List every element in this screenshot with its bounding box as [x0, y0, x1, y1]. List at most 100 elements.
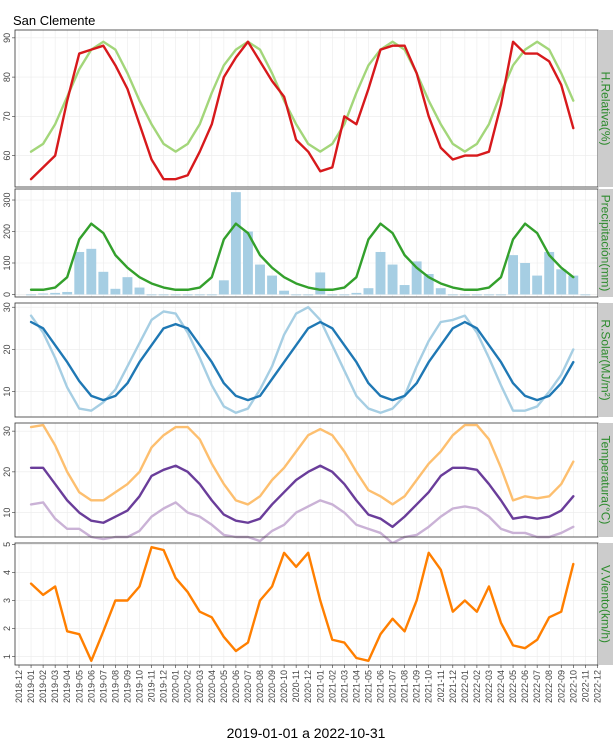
x-tick-label: 2022-09: [556, 670, 566, 703]
bar: [279, 290, 290, 295]
bar: [315, 272, 326, 295]
series-line: [29, 40, 575, 153]
bar: [303, 294, 314, 296]
bar: [544, 251, 555, 295]
x-tick-label: 2019-08: [110, 670, 120, 703]
bar: [182, 294, 193, 296]
figure-title: San Clemente: [13, 13, 95, 28]
x-tick-label: 2020-04: [207, 670, 217, 703]
bar: [327, 294, 338, 296]
x-tick-label: 2020-11: [291, 670, 301, 702]
facet-strip: [598, 189, 613, 297]
y-tick-label: 2: [2, 626, 12, 631]
x-tick-label: 2021-10: [424, 670, 434, 703]
facet-strip: [598, 543, 613, 665]
facet-strip: [598, 30, 613, 187]
bar: [399, 285, 410, 295]
chart-panels: 60 70 80 90 H.Relativa(%) 0 100 200 300 Precipita…: [2, 29, 613, 666]
x-tick-label: 2019-05: [74, 670, 84, 703]
y-tick-label: 100: [2, 255, 12, 270]
x-tick-label: 2021-01: [315, 670, 325, 703]
x-tick-label: 2022-08: [544, 670, 554, 703]
x-tick-label: 2022-07: [532, 670, 542, 703]
bar: [339, 294, 350, 296]
x-tick-label: 2019-01: [26, 670, 36, 703]
bar: [26, 294, 36, 296]
x-tick-label: 2019-12: [159, 670, 169, 703]
bar: [86, 248, 97, 295]
bar: [170, 294, 181, 296]
bar: [556, 269, 567, 295]
panel-1: 60 70 80 90 H.Relativa(%): [2, 29, 613, 188]
bar: [206, 294, 217, 296]
bar: [532, 275, 543, 295]
bar: [146, 294, 157, 296]
panel-background: [15, 543, 598, 665]
series-line: [29, 464, 575, 529]
panel-3: 10 20 30 R.Solar(MJ/m²): [2, 302, 613, 418]
panel-5: 1 2 3 4 5 V.Viento(km/h): [2, 542, 613, 666]
y-tick-label: 0: [2, 292, 12, 297]
y-tick-label: 30: [2, 302, 12, 312]
bar: [122, 277, 133, 295]
y-tick-label: 300: [2, 193, 12, 208]
x-tick-label: 2018-12: [14, 670, 24, 703]
x-tick-label: 2019-10: [135, 670, 145, 703]
x-tick-label: 2022-12: [592, 670, 602, 703]
x-tick-label: 2020-01: [171, 670, 181, 703]
bar: [375, 251, 386, 295]
x-tick-label: 2022-01: [460, 670, 470, 703]
x-tick-label: 2021-09: [412, 670, 422, 703]
x-tick-label: 2020-07: [243, 670, 253, 703]
y-tick-label: 30: [2, 426, 12, 436]
series-line: [29, 546, 575, 662]
y-tick-label: 10: [2, 508, 12, 518]
x-tick-label: 2021-12: [448, 670, 458, 703]
y-tick-label: 5: [2, 542, 12, 547]
bar: [50, 292, 61, 295]
bar: [411, 261, 422, 295]
facet-strip: [598, 423, 613, 537]
x-tick-label: 2019-11: [147, 670, 157, 702]
facet-strip-label: H.Relativa(%): [599, 71, 613, 145]
x-tick-label: 2019-07: [98, 670, 108, 703]
bar: [158, 294, 169, 296]
bar: [218, 280, 229, 295]
x-tick-label: 2021-03: [339, 670, 349, 703]
y-tick-label: 3: [2, 598, 12, 603]
bar: [363, 288, 374, 295]
x-tick-label: 2022-02: [472, 670, 482, 703]
x-tick-label: 2020-02: [183, 670, 193, 703]
y-tick-label: 60: [2, 151, 12, 161]
y-tick-label: 70: [2, 111, 12, 121]
x-tick-label: 2020-08: [255, 670, 265, 703]
series-line: [29, 40, 575, 181]
bar: [351, 292, 362, 295]
x-tick-label: 2021-05: [363, 670, 373, 703]
x-tick-label: 2020-06: [231, 670, 241, 703]
bar: [520, 262, 531, 295]
bar: [387, 264, 398, 295]
bar: [134, 287, 145, 295]
bar: [484, 294, 494, 296]
x-tick-label: 2022-03: [484, 670, 494, 703]
facet-strip-label: R.Solar(MJ/m²): [599, 319, 613, 400]
y-tick-label: 4: [2, 570, 12, 575]
x-tick-label: 2021-07: [388, 670, 398, 703]
x-tick-label: 2021-06: [376, 670, 386, 703]
panel-4: 10 20 30 Temperatura(°C): [2, 422, 613, 545]
y-tick-label: 80: [2, 72, 12, 82]
x-tick-label: 2019-04: [62, 670, 72, 703]
x-tick-label: 2021-02: [327, 670, 337, 703]
x-tick-label: 2021-11: [436, 670, 446, 702]
bar: [98, 271, 109, 295]
bar: [243, 231, 253, 295]
bar: [230, 192, 241, 295]
x-tick-label: 2020-03: [195, 670, 205, 703]
x-tick-label: 2022-04: [496, 670, 506, 703]
bar: [110, 288, 121, 295]
x-tick-label: 2020-09: [267, 670, 277, 703]
x-tick-label: 2022-10: [568, 670, 578, 703]
bar: [62, 291, 73, 295]
